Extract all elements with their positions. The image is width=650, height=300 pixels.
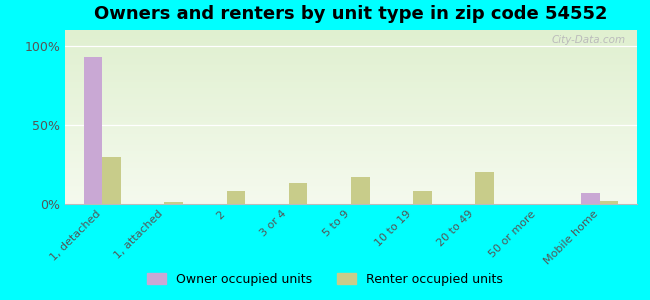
Bar (102, 157, 121, 204)
Bar (289, 183, 307, 204)
Bar (164, 202, 183, 204)
Text: City-Data.com: City-Data.com (551, 35, 625, 45)
Bar (84, 57, 102, 204)
Bar (413, 191, 432, 204)
Bar (581, 193, 600, 204)
Bar (351, 177, 370, 204)
Bar (475, 172, 494, 204)
Legend: Owner occupied units, Renter occupied units: Owner occupied units, Renter occupied un… (142, 268, 508, 291)
Bar (227, 191, 245, 204)
Title: Owners and renters by unit type in zip code 54552: Owners and renters by unit type in zip c… (94, 5, 608, 23)
Bar (600, 201, 618, 204)
